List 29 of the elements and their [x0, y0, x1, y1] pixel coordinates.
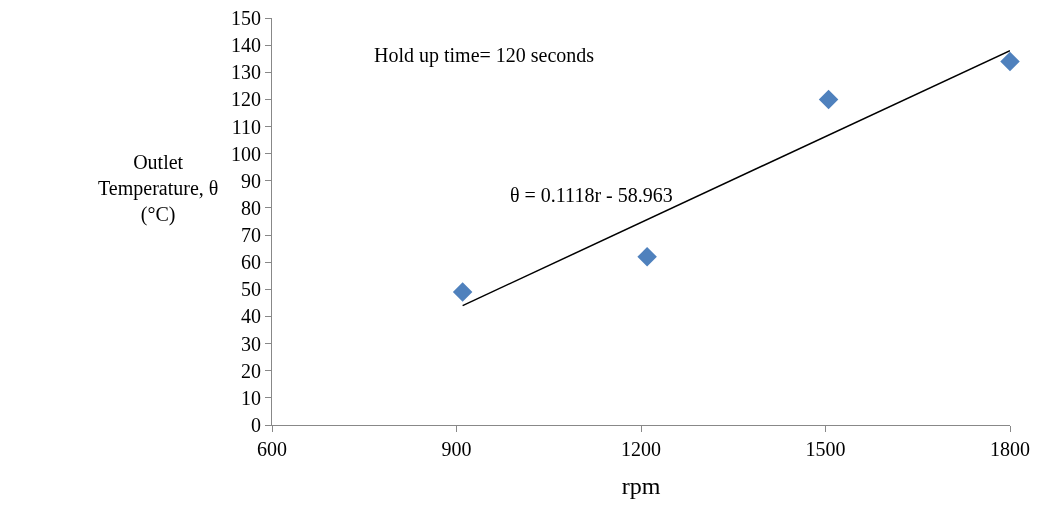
x-axis-title: rpm [621, 473, 661, 500]
annotation: θ = 0.1118r - 58.963 [510, 184, 673, 206]
annotation: Hold up time= 120 seconds [374, 44, 595, 67]
x-tick-label: 1800 [990, 438, 1030, 460]
y-tick-label: 60 [241, 251, 261, 274]
y-tick-label: 50 [241, 278, 261, 301]
y-tick-label: 70 [241, 224, 261, 247]
x-tick-label: 900 [441, 438, 472, 460]
point [1000, 51, 1020, 72]
point [452, 282, 473, 302]
y-tick-label: 10 [241, 386, 261, 409]
y-tick-label: 100 [231, 142, 261, 165]
y-tick-label: 140 [231, 34, 261, 57]
y-tick-label: 130 [231, 61, 261, 84]
x-tick-label: 600 [257, 438, 287, 460]
y-tick-label: 90 [241, 169, 261, 192]
y-tick-label: 40 [241, 305, 261, 328]
point [818, 89, 839, 110]
point [637, 247, 657, 267]
y-tick-label: 150 [231, 7, 261, 29]
y-tick-label: 120 [231, 88, 261, 111]
y-tick-label: 30 [241, 332, 261, 355]
y-tick-label: 110 [231, 115, 261, 138]
y-tick-label: 80 [241, 196, 261, 219]
y-tick-label: 20 [241, 359, 261, 382]
y-axis-title: Outlet Temperature, θ (°C) [98, 151, 219, 226]
y-tick-label: 0 [251, 414, 261, 436]
x-tick-label: 1200 [621, 438, 661, 460]
x-tick-label: 1500 [805, 438, 846, 460]
